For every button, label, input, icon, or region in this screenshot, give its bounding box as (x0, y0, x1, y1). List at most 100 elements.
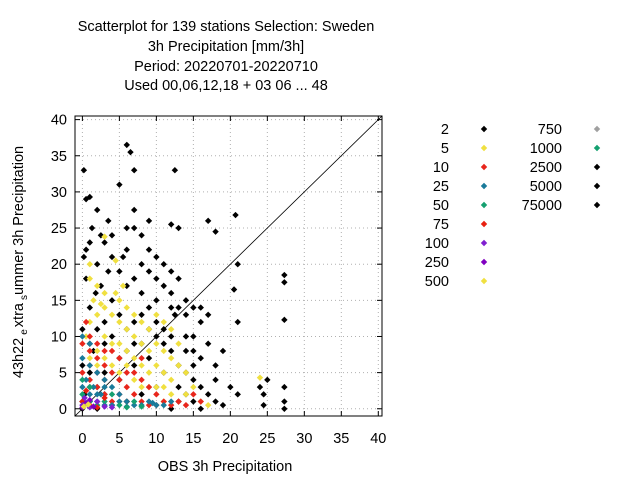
data-point (108, 362, 116, 369)
data-point (101, 369, 108, 376)
data-point (101, 391, 108, 398)
data-point (81, 394, 88, 402)
legend-label: 2 (441, 122, 449, 138)
data-point (281, 316, 288, 324)
data-point (101, 318, 108, 326)
data-point (86, 304, 93, 311)
plot-area-frame (74, 115, 383, 417)
data-point (116, 354, 123, 362)
legend-item-5: 5 (441, 141, 488, 157)
data-point (123, 304, 130, 311)
data-point (197, 383, 204, 391)
legend-item-250: 250 (425, 255, 488, 271)
data-point (92, 289, 99, 297)
data-point (86, 340, 93, 347)
data-point (88, 224, 96, 232)
data-point (80, 167, 88, 174)
data-point (79, 354, 86, 362)
data-point (130, 354, 138, 362)
data-point (138, 311, 145, 318)
data-point (138, 232, 145, 239)
data-point (167, 376, 175, 384)
data-point (190, 347, 197, 355)
data-point (138, 376, 145, 384)
data-point (160, 340, 167, 347)
data-point (79, 333, 86, 340)
data-point (80, 253, 88, 261)
data-point (232, 211, 239, 219)
data-point (197, 354, 204, 362)
data-point (116, 401, 123, 409)
data-point (101, 333, 108, 340)
title-line-1: Scatterplot for 139 stations Selection: … (78, 19, 375, 35)
data-point (264, 376, 271, 384)
data-point (119, 253, 127, 261)
data-point (123, 362, 130, 369)
data-point (153, 311, 160, 318)
data-point (138, 403, 145, 410)
data-point (204, 340, 212, 347)
data-point (101, 383, 108, 391)
data-point (138, 340, 145, 347)
data-point (108, 369, 116, 376)
y-axis-label-main: 43h22 (11, 338, 27, 378)
legend-item-25: 25 (433, 179, 488, 195)
legend-marker (480, 258, 488, 266)
data-point (153, 275, 160, 282)
legend-label: 2500 (530, 160, 562, 176)
data-point (101, 398, 108, 405)
legend-label: 250 (425, 255, 449, 271)
data-point (153, 333, 160, 340)
data-point (130, 401, 138, 409)
legend-label: 1000 (530, 141, 562, 157)
data-point (212, 362, 219, 369)
data-point (281, 398, 288, 405)
data-point (230, 286, 238, 293)
data-point (79, 340, 86, 347)
legend-label: 100 (425, 236, 449, 252)
data-point (182, 401, 190, 409)
data-point (190, 304, 197, 311)
x-tick-label: 15 (185, 431, 201, 447)
y-axis-label-sub-2: s (19, 295, 30, 300)
data-point (130, 391, 138, 398)
data-point (82, 333, 90, 340)
data-point (116, 369, 123, 376)
y-tick-label: 0 (59, 402, 67, 418)
data-point (130, 333, 138, 340)
data-point (256, 383, 264, 391)
data-point (116, 340, 123, 347)
data-point (85, 401, 92, 408)
y-tick-label: 20 (51, 257, 67, 273)
data-point (86, 362, 93, 369)
data-point (123, 326, 130, 333)
legend-label: 10 (433, 160, 449, 176)
data-point (234, 391, 241, 398)
data-point (145, 354, 153, 362)
data-point (153, 362, 160, 369)
data-point (130, 376, 138, 384)
title-line-4: Used 00,06,12,18 + 03 06 ... 48 (124, 78, 328, 94)
data-point (167, 268, 175, 275)
data-point (93, 326, 101, 333)
data-point (101, 354, 108, 362)
data-point (79, 369, 86, 376)
data-point (182, 297, 190, 304)
data-point (175, 340, 182, 347)
data-point (167, 347, 175, 355)
data-point (153, 297, 160, 304)
data-point (167, 326, 175, 333)
data-point (123, 141, 130, 149)
data-point (86, 391, 93, 398)
data-point (101, 376, 108, 384)
data-points (79, 141, 288, 412)
legend-label: 5000 (530, 179, 562, 195)
data-point (281, 271, 288, 279)
data-point (86, 383, 93, 391)
data-point (101, 394, 108, 402)
data-point (116, 268, 123, 275)
data-point (160, 260, 167, 268)
legend-item-500: 500 (425, 274, 488, 290)
